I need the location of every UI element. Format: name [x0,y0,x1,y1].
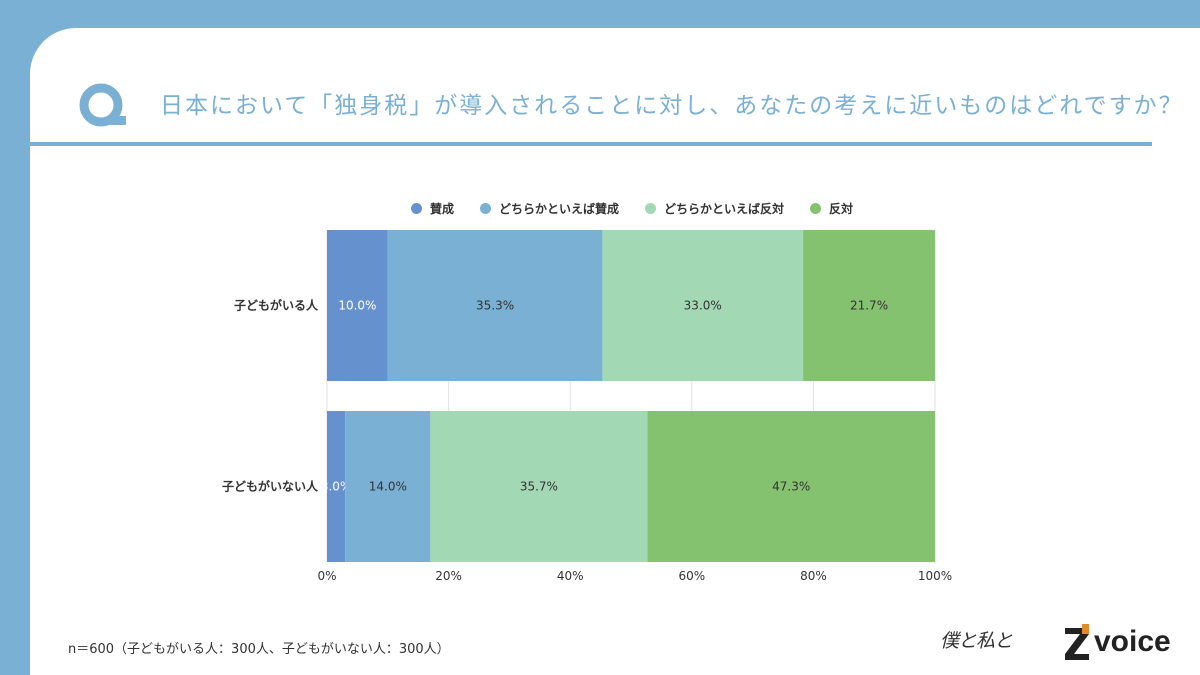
category-label: 子どもがいない人 [222,479,319,494]
bar-segment [345,411,431,562]
bar-segment [647,411,935,562]
data-label: 33.0% [684,299,722,313]
legend-swatch [810,203,822,214]
data-label: 14.0% [369,480,407,494]
title-divider [30,142,1152,146]
z-logo-mark [1065,624,1089,660]
legend-item: どちらかといえば賛成 [479,200,619,217]
x-tick-label: 40% [557,569,584,583]
data-label: 3.0% [321,480,352,494]
legend-swatch [479,203,491,214]
chart-legend: 賛成 どちらかといえば賛成 どちらかといえば反対 反対 [330,200,934,217]
data-label: 10.0% [338,299,376,313]
legend-label: どちらかといえば反対 [664,202,785,216]
bar-segment [430,411,648,562]
q-icon [79,83,126,127]
bar-segment [602,230,804,381]
brand-logo-text: voice [1094,625,1171,658]
x-tick-label: 80% [800,569,827,583]
legend-swatch [410,203,422,214]
x-tick-label: 20% [435,569,462,583]
bar-segment [327,411,346,562]
question-title: 日本において「独身税」が導入されることに対し、あなたの考えに近いものはどれですか… [160,93,1184,119]
logo-area: 僕と私と voice [940,622,1190,666]
data-label: 21.7% [850,299,888,313]
legend-label: 反対 [829,202,854,216]
x-tick-label: 100% [918,569,952,583]
legend-label: 賛成 [429,202,454,216]
sample-size-note: n＝600（子どもがいる人：300人、子どもがいない人：300人） [68,642,450,657]
data-label: 47.3% [772,480,810,494]
bar-segment [803,230,935,381]
legend-item: 反対 [810,200,853,217]
legend-item: どちらかといえば反対 [645,200,784,217]
data-label: 35.3% [476,299,514,313]
bar-segment [327,230,388,381]
legend-swatch [645,203,656,214]
x-tick-label: 0% [317,569,336,583]
data-label: 35.7% [520,480,558,494]
legend-label: どちらかといえば賛成 [498,202,619,216]
bar-segment [387,230,603,381]
legend-item: 賛成 [410,200,454,217]
x-tick-label: 60% [678,569,705,583]
category-label: 子どもがいる人 [234,298,319,313]
signature-logo: 僕と私と [940,630,1013,652]
